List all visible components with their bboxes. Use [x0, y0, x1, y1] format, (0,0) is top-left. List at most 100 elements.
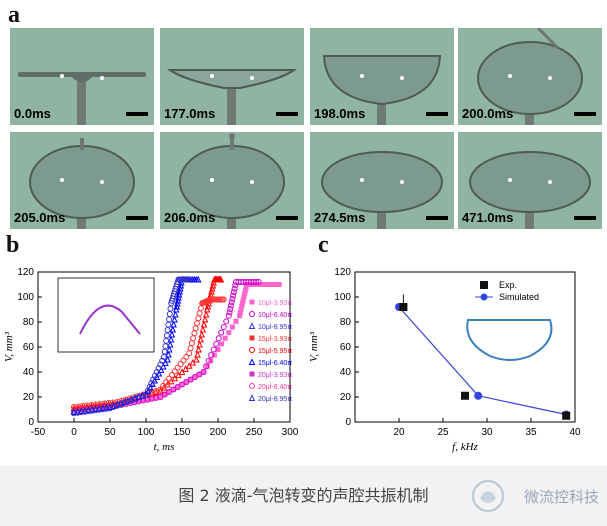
x-tick-label: 25: [437, 427, 449, 438]
data-point: [249, 311, 255, 317]
y-tick-label: 20: [340, 392, 352, 403]
chart-c: 20 25 30 35 40 0 20 40 60 80 100 120 f, kHz V, mm³ Exp…: [308, 267, 581, 453]
data-point: [233, 318, 239, 324]
data-point: [166, 316, 173, 323]
data-point: [174, 364, 181, 371]
data-point: [198, 330, 206, 338]
watermark-logo-icon: [472, 480, 504, 512]
data-point: [144, 396, 150, 402]
data-point: [262, 282, 268, 287]
y-tick-label: 40: [340, 367, 352, 378]
data-point: [191, 330, 198, 337]
data-point: [166, 389, 173, 395]
data-point: [237, 310, 243, 316]
data-point: [213, 340, 220, 347]
y-tick-label: 120: [17, 267, 34, 278]
y-tick-label: 20: [23, 392, 35, 403]
data-point: [249, 371, 255, 377]
data-point: [92, 407, 99, 414]
data-point: [192, 325, 199, 332]
droplet-frame: 200.0ms: [458, 28, 602, 125]
x-tick-label: 250: [246, 427, 263, 438]
x-axis-label: t, ms: [154, 441, 175, 453]
data-point: [211, 352, 217, 358]
legend-label: 10μl-8.95π: [258, 324, 292, 331]
droplet-illustration: [469, 151, 591, 229]
highlight: [360, 74, 364, 78]
data-point: [166, 340, 174, 348]
y-tick-label: 80: [340, 317, 352, 328]
highlight: [100, 180, 104, 184]
y-tick-label: 0: [28, 417, 34, 428]
legend-label: 10μl-3.93π: [258, 300, 292, 307]
legend-marker: [480, 281, 488, 289]
data-point: [74, 409, 81, 416]
data-point: [229, 295, 236, 302]
data-point: [166, 389, 172, 395]
droplet-shape: [179, 145, 285, 219]
legend: 10μl-3.93π 10μl-6.40π 10μl-8.95π 15μl-3.93π…: [248, 299, 292, 403]
droplet-frame: 274.5ms: [310, 132, 454, 229]
highlight: [400, 180, 404, 184]
data-point: [136, 398, 142, 404]
data-point: [165, 321, 172, 328]
data-point: [265, 282, 271, 287]
data-point: [175, 371, 182, 379]
data-point: [240, 297, 246, 303]
legend-label: Exp.: [499, 280, 517, 290]
data-point: [228, 299, 235, 306]
y-tick-label: 60: [23, 342, 35, 353]
data-point: [208, 352, 215, 359]
data-point: [202, 310, 210, 318]
droplet-frame: 0.0ms: [10, 28, 154, 125]
data-point: [220, 296, 227, 303]
data-point: [105, 400, 112, 406]
highlight: [250, 76, 254, 80]
legend: Exp. Simulated: [475, 280, 539, 302]
scale-bar: [276, 112, 298, 116]
jet: [230, 138, 234, 150]
data-point: [89, 407, 95, 414]
scale-bar: [574, 112, 596, 116]
data-point: [110, 403, 117, 410]
data-point: [153, 373, 161, 380]
y-tick-label: 100: [17, 292, 34, 303]
data-point: [220, 324, 227, 330]
timestamp-label: 206.0ms: [164, 210, 216, 225]
data-point: [188, 340, 195, 347]
x-tick-label: -50: [31, 427, 46, 438]
data-point: [79, 403, 86, 409]
data-point: [218, 329, 225, 336]
droplet-shape: [322, 55, 442, 106]
data-point: [171, 374, 179, 382]
data-point: [174, 384, 181, 390]
data-point: [196, 372, 202, 377]
figure-caption: 图 2 液滴-气泡转变的声腔共振机制: [178, 486, 429, 505]
data-point: [96, 406, 103, 413]
data-point: [474, 391, 483, 400]
jet: [536, 28, 560, 50]
data-point: [183, 379, 189, 385]
data-point: [170, 320, 177, 328]
data-point: [203, 363, 210, 370]
data-point: [155, 369, 163, 377]
highlight: [508, 74, 512, 78]
data-point: [166, 345, 173, 353]
data-point: [71, 410, 77, 417]
data-point: [188, 377, 194, 382]
data-point: [183, 379, 190, 385]
timestamp-label: 0.0ms: [14, 106, 51, 121]
data-point: [225, 312, 232, 319]
timestamp-label: 198.0ms: [314, 106, 366, 121]
data-point: [157, 387, 164, 394]
data-point: [227, 306, 234, 312]
panel-b-label: b: [6, 232, 20, 258]
data-point: [227, 302, 234, 309]
droplet-shape: [469, 151, 591, 213]
data-point: [125, 398, 131, 405]
data-point: [179, 382, 185, 387]
data-point: [169, 325, 177, 333]
data-point: [170, 386, 177, 393]
y-tick-label: 80: [23, 317, 35, 328]
needle: [227, 76, 236, 125]
